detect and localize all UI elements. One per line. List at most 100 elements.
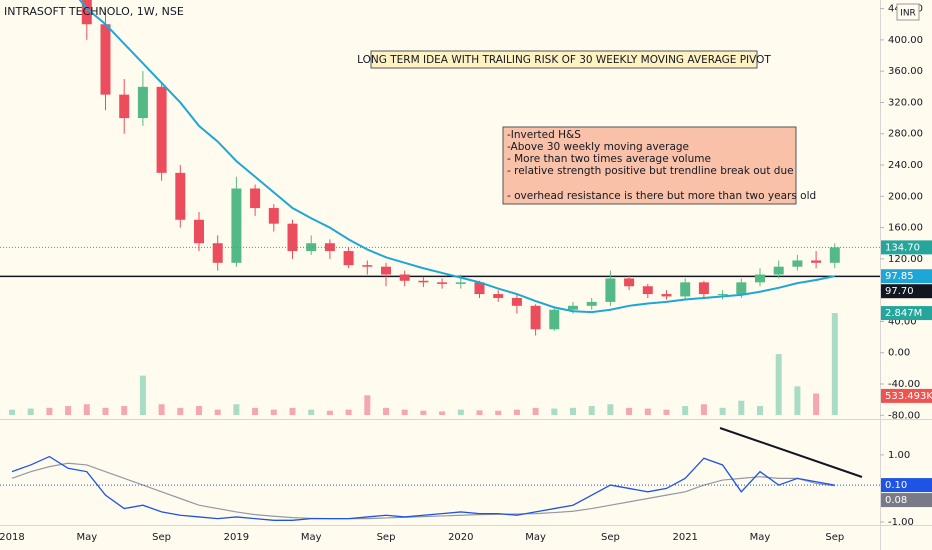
volume-bar — [65, 406, 72, 415]
volume-bar — [420, 410, 427, 415]
volume-bar — [644, 408, 651, 415]
currency: INR — [900, 9, 916, 19]
axis-badge — [881, 240, 932, 255]
candle-body — [212, 243, 223, 263]
y-tick-label: 160.00 — [888, 223, 923, 234]
volume-bar — [345, 409, 352, 415]
volume-bar — [121, 406, 128, 415]
x-tick-label: May — [525, 532, 546, 543]
axis-badge-label: 2.847M — [885, 308, 922, 319]
y-tick-label: 320.00 — [888, 97, 923, 108]
volume-bar — [233, 404, 240, 415]
candle-body — [792, 260, 803, 267]
volume-bar — [513, 409, 520, 415]
candle-body — [549, 309, 560, 330]
note-box — [502, 126, 797, 205]
candle-body — [474, 282, 485, 295]
volume-bar — [439, 411, 446, 415]
volume-bar — [177, 407, 184, 415]
volume-bar — [364, 395, 371, 415]
volume-bar — [775, 354, 782, 415]
axis-badge-label: 134.70 — [885, 242, 920, 253]
y-tick-label: 400.00 — [888, 35, 923, 46]
candle-body — [437, 282, 448, 284]
x-tick-label: May — [76, 532, 97, 543]
candle-body — [829, 247, 840, 263]
volume-bar — [700, 404, 707, 415]
candle-body — [175, 172, 186, 220]
y-tick-label: 0.00 — [888, 348, 910, 359]
candle-body — [156, 86, 167, 173]
volume-bar — [663, 409, 670, 415]
x-tick-label: May — [750, 532, 771, 543]
y-tick-label: 120.00 — [888, 254, 923, 265]
volume-bar — [551, 408, 558, 415]
volume-bar — [738, 400, 745, 415]
volume-bar — [158, 404, 165, 415]
candle-body — [605, 278, 616, 302]
axis-badge-label: 97.70 — [885, 286, 914, 297]
candle-body — [680, 282, 691, 297]
volume-bar — [588, 406, 595, 415]
volume-bar — [476, 410, 483, 415]
candle-body — [511, 297, 522, 306]
volume-bar — [102, 407, 109, 415]
candle-body — [755, 274, 765, 283]
trendline-drawing — [719, 427, 863, 478]
candle-body — [137, 86, 148, 119]
volume-bar — [570, 407, 576, 415]
axis-badge-label: 533.493K — [885, 391, 932, 402]
axis-badge-label: 0.10 — [885, 480, 907, 491]
y-tick-label: -40.00 — [888, 379, 920, 390]
candle-body — [381, 266, 391, 275]
y-tick-label: -1.00 — [888, 517, 914, 528]
volume-bar — [252, 407, 259, 415]
candle-body — [287, 223, 298, 252]
y-tick-label: 360.00 — [888, 66, 923, 77]
y-tick-label: -80.00 — [888, 410, 920, 421]
x-tick-label: Sep — [152, 532, 171, 543]
currency-box — [896, 3, 920, 21]
volume-bar — [9, 409, 15, 415]
volume-bar — [757, 406, 763, 415]
candle-body — [231, 188, 242, 263]
volume-bar — [626, 407, 633, 415]
axis-badge — [881, 269, 932, 284]
candle-body — [399, 274, 410, 281]
candle-body — [306, 243, 317, 252]
axis-badge — [881, 284, 932, 299]
indicator-pane — [11, 455, 835, 521]
moving-average-line — [78, 0, 835, 314]
candle-body — [661, 294, 672, 297]
axes: 440.00400.00360.00320.00280.00240.00200.… — [0, 4, 923, 543]
candle-body — [324, 243, 335, 252]
candle-body — [194, 219, 204, 244]
y-tick-label: 200.00 — [888, 191, 923, 202]
candle-body — [418, 280, 429, 283]
volume-bar — [83, 404, 90, 415]
volume-bar — [831, 313, 838, 415]
x-tick-label: 2019 — [224, 532, 249, 543]
volume-bar — [289, 407, 296, 415]
price-pane — [0, 0, 880, 415]
candle-body — [343, 251, 354, 266]
note: - relative strength positive but trendli… — [507, 165, 794, 177]
symbol-title: INTRASOFT TECHNOLO, 1W, NSE — [4, 5, 184, 18]
annotation-title: LONG TERM IDEA WITH TRAILING RISK OF 30 … — [357, 54, 771, 66]
volume-bar — [495, 410, 502, 415]
candle-body — [698, 282, 709, 295]
volume-bar — [794, 386, 801, 415]
x-tick-label: 2018 — [0, 532, 25, 543]
volume-bar — [214, 409, 221, 415]
axis-badge — [881, 306, 932, 321]
x-tick-label: Sep — [601, 532, 620, 543]
candle-body — [773, 266, 784, 275]
candle-body — [493, 294, 504, 298]
y-tick-label: 1.00 — [888, 450, 910, 461]
axis-badge — [881, 493, 932, 508]
candle-body — [250, 188, 261, 209]
candle-body — [717, 294, 728, 296]
y-tick-label: 280.00 — [888, 129, 923, 140]
volume-bar — [308, 409, 315, 415]
